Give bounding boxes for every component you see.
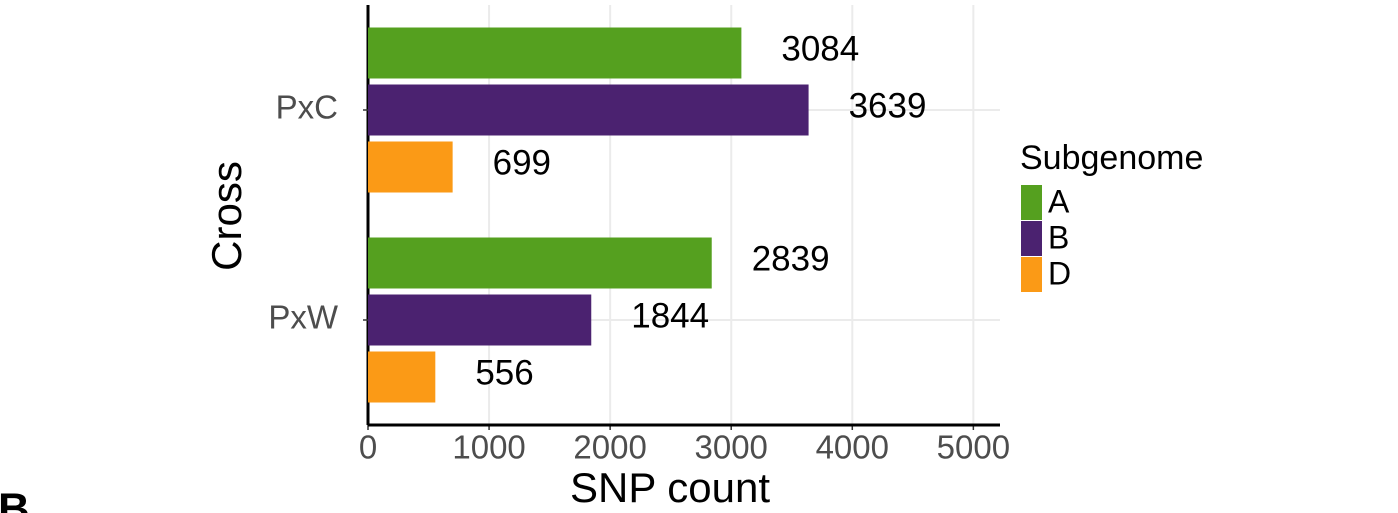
- x-tick-label: 1000: [452, 429, 525, 466]
- bar: [368, 351, 436, 403]
- y-tick-label: PxC: [276, 89, 338, 126]
- y-axis-title: Cross: [203, 161, 250, 271]
- legend-swatch: [1021, 221, 1042, 256]
- value-label: 699: [493, 143, 551, 182]
- x-tick-label: 2000: [573, 429, 646, 466]
- legend-swatch: [1021, 257, 1042, 292]
- legend-label: B: [1048, 219, 1069, 255]
- legend-swatch: [1021, 185, 1042, 220]
- legend-label: D: [1048, 255, 1071, 291]
- y-tick-label: PxW: [268, 299, 339, 336]
- x-tick-label: 5000: [937, 429, 1010, 466]
- value-label: 3639: [849, 86, 927, 125]
- x-tick-label: 4000: [816, 429, 889, 466]
- bar: [368, 141, 453, 193]
- legend-label: A: [1048, 183, 1070, 219]
- value-label: 2839: [752, 239, 830, 278]
- x-axis-title: SNP count: [570, 464, 770, 511]
- x-tick-label: 3000: [695, 429, 768, 466]
- panel-label: B: [0, 485, 30, 513]
- legend-title: Subgenome: [1020, 139, 1203, 177]
- bar: [368, 237, 712, 289]
- value-label: 556: [475, 353, 533, 392]
- value-label: 1844: [631, 296, 709, 335]
- bar: [368, 27, 742, 79]
- x-tick-label: 0: [359, 429, 377, 466]
- bar: [368, 84, 809, 136]
- bar: [368, 294, 592, 346]
- value-label: 3084: [781, 29, 859, 68]
